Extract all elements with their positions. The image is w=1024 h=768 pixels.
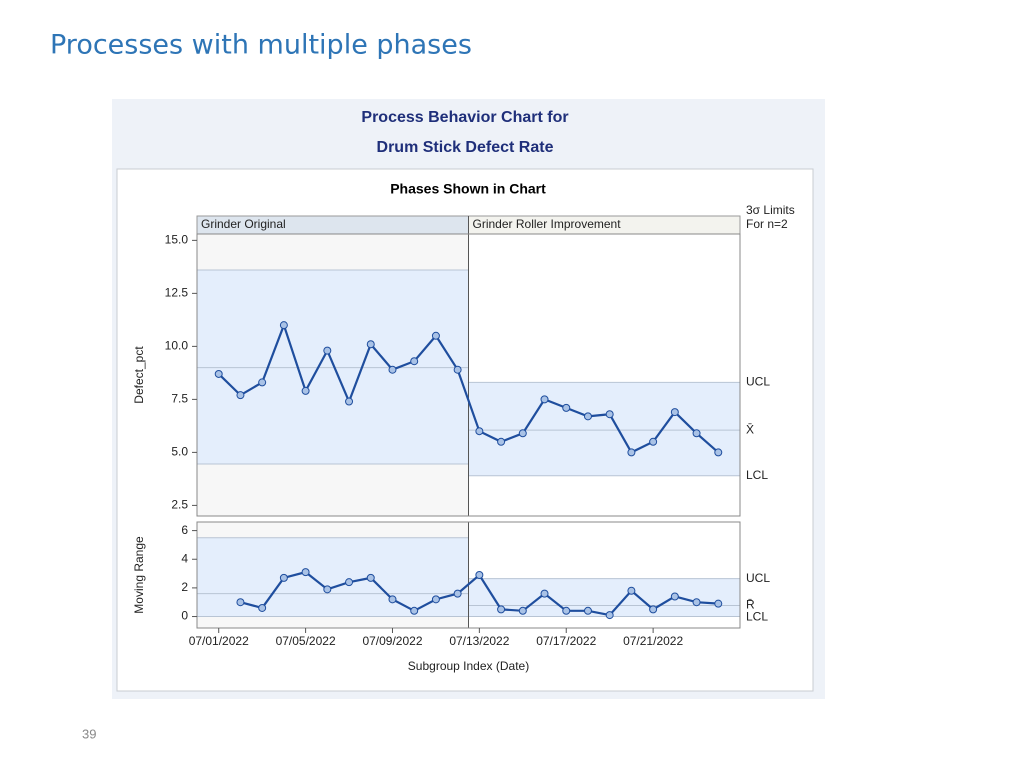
x-tick-label: 07/05/2022 [276, 634, 336, 648]
limit-label: X̄ [746, 422, 754, 436]
limit-band [197, 270, 469, 465]
data-point [649, 605, 658, 614]
data-point [518, 606, 527, 615]
y-tick-label: 10.0 [165, 339, 189, 353]
limit-label: R̄ [746, 598, 755, 612]
data-point [410, 357, 419, 366]
data-point [258, 603, 267, 612]
data-point [670, 592, 679, 601]
chart-subtitle: Phases Shown in Chart [390, 181, 546, 197]
plot-frame [196, 521, 741, 629]
data-point [475, 571, 484, 579]
data-point [279, 321, 288, 330]
data-point [583, 606, 592, 615]
data-point [605, 410, 614, 419]
y-axis-label: Defect_pct [132, 346, 146, 404]
y-tick-label: 6 [181, 523, 188, 537]
data-point [714, 448, 723, 457]
data-point [431, 331, 440, 340]
data-point [475, 427, 484, 436]
limit-label: LCL [746, 610, 768, 624]
x-tick-label: 07/17/2022 [536, 634, 596, 648]
data-point [649, 437, 658, 446]
chart-title: Process Behavior Chart for [361, 109, 568, 126]
x-axis-label: Subgroup Index (Date) [408, 659, 529, 673]
y-tick-label: 4 [181, 551, 188, 565]
data-point [388, 595, 397, 604]
data-point [692, 429, 701, 438]
y-axis-label: Moving Range [132, 536, 146, 614]
data-point [692, 598, 701, 607]
plot-frame [196, 233, 741, 517]
data-point [301, 568, 310, 577]
plots: Grinder Original Grinder Roller Improveme… [132, 215, 770, 673]
x-tick-label: 07/09/2022 [362, 634, 422, 648]
data-point [540, 589, 549, 598]
limits-note: 3σ Limits [746, 203, 795, 217]
data-point [366, 340, 375, 349]
data-point [583, 412, 592, 421]
data-point [562, 606, 571, 615]
y-tick-label: 12.5 [165, 286, 189, 300]
data-point [388, 365, 397, 374]
data-point [258, 378, 267, 387]
data-point [214, 369, 223, 378]
data-point [453, 365, 462, 374]
data-point [345, 578, 354, 587]
data-point [431, 595, 440, 604]
data-point [236, 598, 245, 607]
data-point [670, 408, 679, 417]
data-point [279, 573, 288, 582]
data-point [366, 573, 375, 582]
data-line [217, 321, 720, 454]
data-point [497, 605, 506, 614]
data-point [540, 395, 549, 404]
data-point [518, 429, 527, 438]
limit-band [468, 382, 740, 476]
page-number: 39 [82, 726, 96, 741]
y-tick-label: 2 [181, 580, 188, 594]
data-point [562, 403, 571, 412]
data-point [453, 589, 462, 598]
phase-label: Grinder Original [201, 217, 286, 231]
data-point [714, 599, 723, 608]
x-tick-label: 07/21/2022 [623, 634, 683, 648]
data-point [497, 437, 506, 446]
limit-label: LCL [746, 468, 768, 482]
data-point [236, 391, 245, 400]
data-point [627, 448, 636, 457]
chart-title: Drum Stick Defect Rate [377, 139, 554, 156]
data-point [323, 346, 332, 355]
slide-title: Processes with multiple phases [50, 30, 472, 61]
phase-label: Grinder Roller Improvement [473, 217, 622, 231]
data-point [301, 386, 310, 395]
y-tick-label: 5.0 [171, 445, 188, 459]
y-tick-label: 7.5 [171, 392, 188, 406]
limit-label: UCL [746, 375, 770, 389]
data-point [605, 611, 614, 620]
x-tick-label: 07/01/2022 [189, 634, 249, 648]
data-point [627, 586, 636, 595]
data-point [323, 585, 332, 594]
data-point [345, 397, 354, 406]
limit-label: UCL [746, 571, 770, 585]
data-point [410, 606, 419, 615]
limits-note: For n=2 [746, 217, 788, 231]
x-tick-label: 07/13/2022 [449, 634, 509, 648]
y-tick-label: 0 [181, 609, 188, 623]
y-tick-label: 2.5 [171, 498, 188, 512]
y-tick-label: 15.0 [165, 233, 189, 247]
